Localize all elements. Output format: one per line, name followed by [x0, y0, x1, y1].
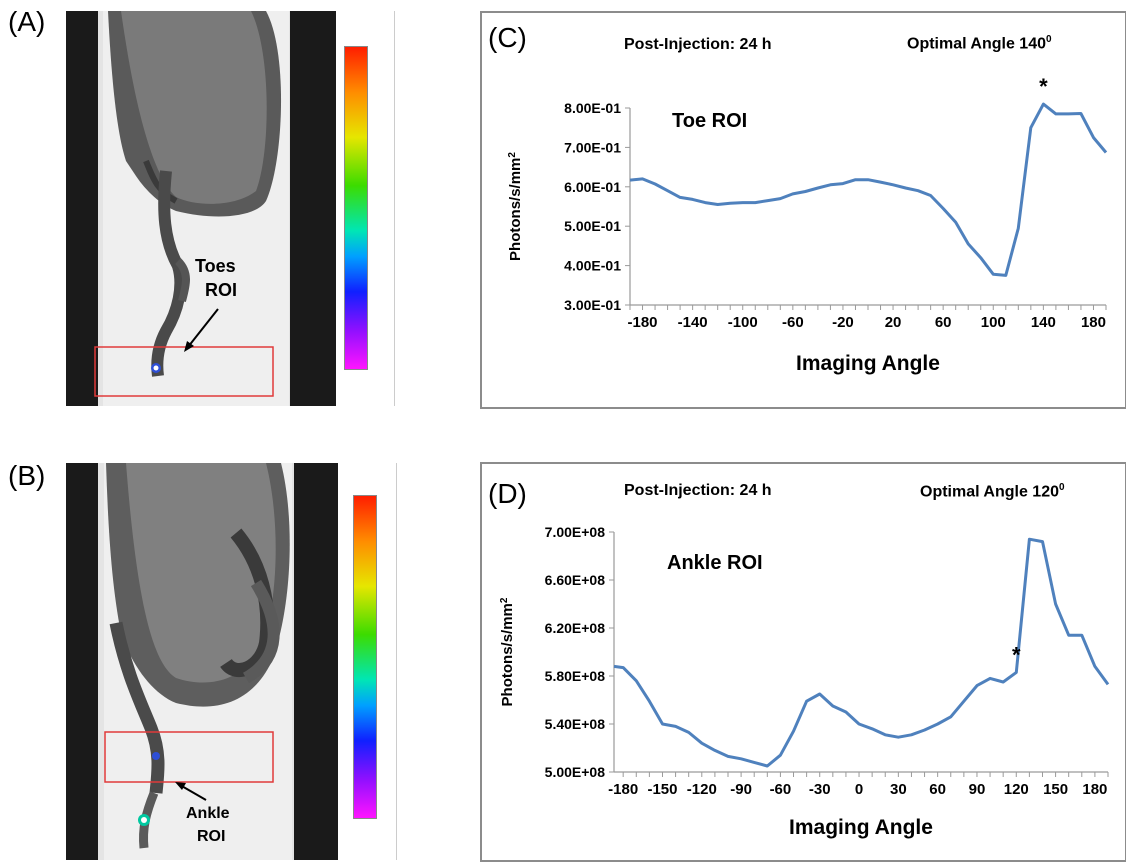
x-tick-label: -90 [730, 781, 752, 798]
y-tick-label: 6.60E+08 [545, 572, 606, 588]
line-chart-d: 5.00E+08 5.40E+08 5.80E+08 6.20E+08 6.60E+08… [499, 524, 1110, 839]
y-tick-label: 8.00E-01 [564, 100, 621, 116]
y-tick-label: 5.00E-01 [564, 218, 621, 234]
x-tick-label: 30 [890, 781, 907, 798]
roi-name: Ankle ROI [667, 552, 763, 574]
roi-label-a-line1: Toes [195, 256, 236, 276]
panel-label-c: (C) [488, 22, 527, 53]
mouse-image-b [66, 463, 338, 860]
x-tick-label: 180 [1081, 314, 1106, 331]
x-tick-label: -30 [809, 781, 831, 798]
y-tick-label: 5.80E+08 [545, 668, 606, 684]
series-line [629, 102, 1108, 277]
x-tick-label: 0 [855, 781, 863, 798]
x-tick-label: -20 [832, 314, 854, 331]
chart-frame-c [480, 11, 1126, 409]
x-tick-label: -100 [728, 314, 758, 331]
panel-label-d: (D) [488, 478, 527, 509]
x-tick-label: 120 [1004, 781, 1029, 798]
y-tick-label: 6.00E-01 [564, 179, 621, 195]
roi-label-b-line2: ROI [197, 828, 226, 845]
x-tick-label: -140 [678, 314, 708, 331]
x-tick-label: 60 [935, 314, 952, 331]
x-tick-label: -60 [782, 314, 804, 331]
post-injection-d: Post-Injection: 24 h [624, 482, 772, 499]
line-chart-c: 3.00E-01 4.00E-01 5.00E-01 6.00E-01 7.00E-01… [507, 74, 1108, 375]
y-tick-label: 6.20E+08 [545, 620, 606, 636]
x-tick-label: 140 [1031, 314, 1056, 331]
mouse-image-a [66, 11, 338, 406]
y-tick-label: 4.00E-01 [564, 258, 621, 274]
roi-name: Toe ROI [672, 110, 747, 132]
x-tick-label: -180 [628, 314, 658, 331]
y-axis-title: Photons/s/mm2 [499, 597, 517, 706]
panel-label-a: (A) [8, 6, 46, 37]
y-tick-label: 7.00E+08 [545, 524, 606, 540]
x-tick-label: 150 [1043, 781, 1068, 798]
roi-box-a [94, 346, 274, 397]
x-tick-label: 90 [969, 781, 986, 798]
series-line [613, 537, 1110, 768]
y-axis-title-sup: 2 [499, 597, 510, 603]
optimal-angle-c: Optimal Angle 1400 [907, 34, 1052, 53]
x-tick-label: 20 [885, 314, 902, 331]
x-tick-label: 180 [1082, 781, 1107, 798]
peak-marker: * [1039, 74, 1048, 99]
x-axis-title: Imaging Angle [796, 352, 940, 375]
y-tick-label: 5.00E+08 [545, 764, 606, 780]
roi-label-a-line2: ROI [205, 280, 238, 300]
x-tick-label: -60 [770, 781, 792, 798]
y-axis-title-sup: 2 [507, 152, 518, 158]
y-tick-label: 3.00E-01 [564, 297, 621, 313]
y-tick-label: 7.00E-01 [564, 139, 621, 155]
roi-label-b-line1: Ankle [186, 805, 230, 822]
post-injection-c: Post-Injection: 24 h [624, 36, 772, 53]
y-axis-title: Photons/s/mm2 [507, 152, 525, 261]
panel-label-b: (B) [8, 460, 46, 491]
x-tick-label: -120 [687, 781, 717, 798]
x-tick-label: 100 [981, 314, 1006, 331]
peak-marker: * [1012, 642, 1021, 667]
x-tick-label: -150 [647, 781, 677, 798]
x-tick-label: -180 [608, 781, 638, 798]
x-axis-title: Imaging Angle [789, 816, 933, 839]
x-tick-label: 60 [929, 781, 946, 798]
y-tick-label: 5.40E+08 [545, 716, 606, 732]
optimal-angle-d: Optimal Angle 1200 [920, 482, 1065, 501]
roi-box-b [104, 731, 274, 783]
